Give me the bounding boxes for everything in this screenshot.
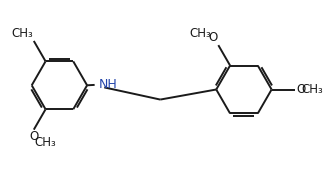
Text: O: O bbox=[296, 83, 305, 96]
Text: NH: NH bbox=[99, 78, 118, 91]
Text: CH₃: CH₃ bbox=[302, 83, 324, 96]
Text: CH₃: CH₃ bbox=[190, 27, 212, 40]
Text: O: O bbox=[29, 130, 38, 144]
Text: CH₃: CH₃ bbox=[35, 136, 56, 149]
Text: O: O bbox=[208, 31, 217, 44]
Text: CH₃: CH₃ bbox=[11, 27, 33, 40]
